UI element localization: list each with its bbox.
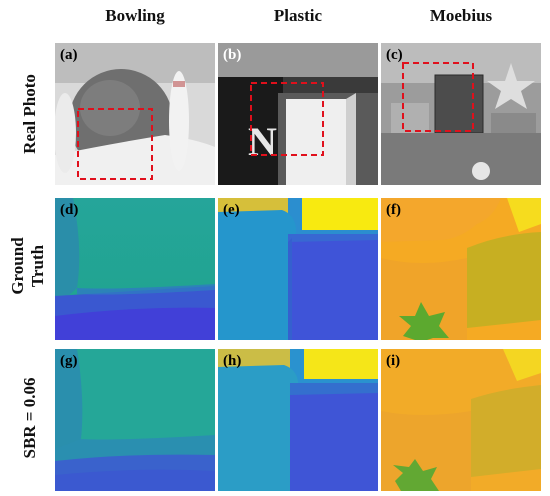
moebius-depth-sbr xyxy=(381,349,541,491)
panel-b-plastic-photo: N (b) xyxy=(218,43,378,185)
panel-e-plastic-ground-truth: (e) xyxy=(218,198,378,340)
svg-text:N: N xyxy=(248,119,277,164)
moebius-photo-image xyxy=(381,43,541,185)
panel-label-f: (f) xyxy=(386,202,401,218)
moebius-depth-gt xyxy=(381,198,541,340)
bowling-photo-image xyxy=(55,43,215,185)
panel-label-c: (c) xyxy=(386,47,403,63)
plastic-depth-gt xyxy=(218,198,378,340)
panel-f-moebius-ground-truth: (f) xyxy=(381,198,541,340)
column-title-moebius: Moebius xyxy=(429,6,493,25)
row-title-real-photo: Real Photo xyxy=(20,74,39,154)
panel-label-e: (e) xyxy=(223,202,240,218)
plastic-depth-sbr xyxy=(218,349,378,491)
panel-c-moebius-photo: (c) xyxy=(381,43,541,185)
panel-label-b: (b) xyxy=(223,47,242,63)
panel-label-a: (a) xyxy=(60,47,78,63)
row-title-sbr: SBR = 0.06 xyxy=(20,377,39,459)
panel-h-plastic-sbr: (h) xyxy=(218,349,378,491)
panel-label-d: (d) xyxy=(60,202,79,218)
column-title-plastic: Plastic xyxy=(273,6,323,25)
panel-a-bowling-photo: (a) xyxy=(55,43,215,185)
panel-g-bowling-sbr: (g) xyxy=(55,349,215,491)
row-title-ground-truth: Ground Truth xyxy=(8,237,47,295)
column-title-bowling: Bowling xyxy=(105,6,165,25)
bowling-depth-gt xyxy=(55,198,215,340)
panel-d-bowling-ground-truth: (d) xyxy=(55,198,215,340)
panel-label-i: (i) xyxy=(386,353,401,369)
panel-i-moebius-sbr: (i) xyxy=(381,349,541,491)
plastic-photo-image: N xyxy=(218,43,378,185)
bowling-depth-sbr xyxy=(55,349,215,491)
panel-label-h: (h) xyxy=(223,353,242,369)
panel-label-g: (g) xyxy=(60,353,78,369)
